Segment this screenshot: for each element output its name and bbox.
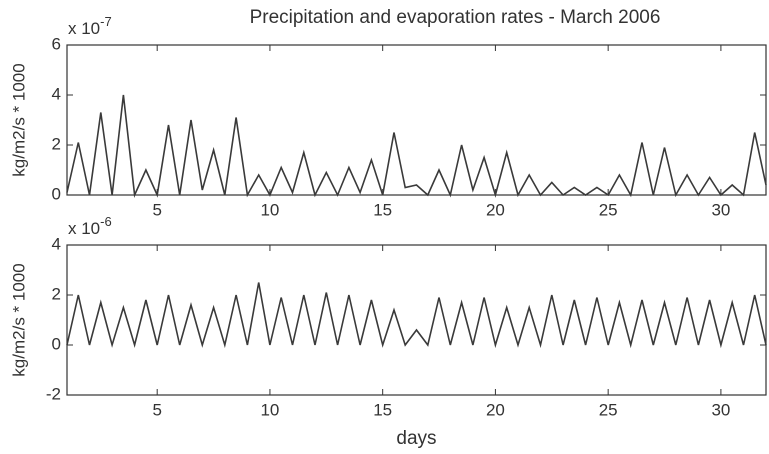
x-tick-label: 30 [711,400,730,419]
x-tick-label: 30 [711,200,730,219]
y-tick-label: 2 [52,284,61,303]
y-offset-exponent: -7 [100,14,112,29]
axes-box [66,244,767,396]
chart-title: Precipitation and evaporation rates - Ma… [250,7,661,28]
x-tick-label: 10 [260,400,279,419]
y-offset-text: x 10-6 [68,214,112,238]
y-offset-base: x 10 [68,19,100,38]
x-tick-label: 25 [599,200,618,219]
y-offset-exponent: -6 [100,214,112,229]
y-axis-label: kg/m2/s * 1000 [9,63,28,176]
y-offset-text: x 10-7 [68,14,112,38]
x-tick-label: 15 [373,200,392,219]
y-tick-label: 0 [52,184,61,203]
y-tick-label: -2 [46,384,61,403]
y-tick-label: 0 [52,334,61,353]
axes-box [66,44,767,196]
y-tick-label: 4 [52,234,61,253]
x-axis-label: days [396,428,436,449]
x-tick-label: 25 [599,400,618,419]
data-line [66,282,767,349]
y-tick-label: 6 [52,34,61,53]
y-axis-label: kg/m2/s * 1000 [9,263,28,376]
y-offset-base: x 10 [68,219,100,238]
y-tick-label: 2 [52,134,61,153]
x-tick-label: 20 [486,400,505,419]
x-tick-label: 5 [152,200,161,219]
data-line [66,94,767,198]
x-tick-label: 10 [260,200,279,219]
x-tick-label: 20 [486,200,505,219]
x-tick-label: 15 [373,400,392,419]
y-tick-label: 4 [52,84,61,103]
x-tick-label: 5 [152,400,161,419]
